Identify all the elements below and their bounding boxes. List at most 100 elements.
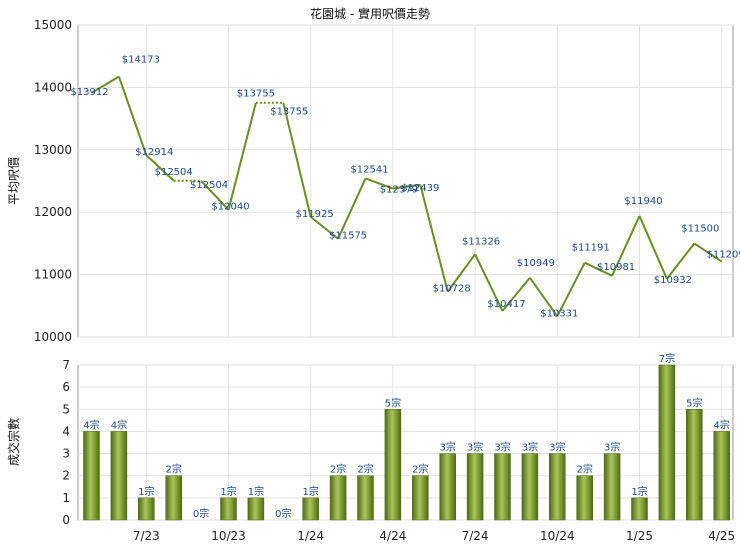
bar	[412, 475, 429, 521]
bar-y-ticks: 0 1 2 3 4 5 6 7	[62, 358, 70, 527]
x-tick-label: 1/24	[297, 529, 324, 543]
bar-y-tick-label: 7	[62, 358, 70, 372]
line-grid	[78, 24, 733, 338]
x-tick-label: 7/24	[462, 529, 489, 543]
bar-value-label: 2宗	[166, 463, 182, 476]
x-tick-label: 1/25	[626, 529, 653, 543]
price-value-labels: $13912 $14173 $12914 $12504 $12504 $12040 $137…	[70, 55, 740, 320]
bar-value-label: 5宗	[686, 396, 702, 409]
bar-value-label: 0宗	[275, 507, 291, 520]
line-y-tick-label: 13000	[34, 143, 72, 157]
line-segment	[474, 253, 504, 312]
bar-value-label: 0宗	[193, 507, 209, 520]
bar-value-label: 2宗	[330, 463, 346, 476]
bar	[83, 431, 100, 521]
line-segment	[446, 253, 476, 293]
price-value-label: $10949	[517, 258, 555, 269]
line-segment	[693, 242, 723, 263]
x-tick-label: 10/24	[540, 529, 575, 543]
price-value-label: $11191	[572, 243, 610, 254]
price-line-series	[90, 75, 723, 317]
line-y-tick-label: 14000	[34, 80, 72, 94]
price-value-label: $10417	[487, 299, 525, 310]
bar	[110, 431, 128, 521]
line-segment	[556, 262, 586, 317]
x-tick-label: 4/25	[708, 529, 735, 543]
bar	[439, 453, 456, 521]
price-value-label: $12541	[350, 164, 388, 175]
line-y-ticks: 10000 11000 12000 13000 14000 15000	[34, 18, 72, 344]
bar-value-label: 1宗	[303, 485, 319, 498]
line-y-tick-label: 12000	[34, 205, 72, 219]
bar-value-label: 5宗	[385, 396, 401, 409]
bar-value-label: 4宗	[111, 418, 127, 431]
price-value-label: $11500	[681, 223, 719, 234]
price-value-label: $13755	[270, 107, 308, 118]
price-value-label: $10331	[540, 308, 578, 319]
bar-value-label: 7宗	[659, 352, 675, 365]
bar	[302, 497, 319, 521]
bar	[466, 453, 484, 521]
price-value-label: $11940	[624, 196, 662, 207]
line-segment	[227, 102, 257, 210]
bar-value-label: 3宗	[467, 441, 483, 454]
bar-value-label: 1宗	[138, 485, 154, 498]
price-value-label: $10932	[654, 275, 692, 286]
line-segment	[337, 178, 367, 240]
line-segment	[392, 183, 421, 190]
bar	[494, 453, 511, 521]
bar	[138, 497, 155, 521]
price-value-label: $12379	[380, 185, 418, 196]
bar	[576, 475, 593, 521]
bar	[658, 364, 676, 521]
line-segment	[638, 215, 668, 280]
line-y-axis-label: 平均呎價	[7, 157, 21, 205]
bar-value-label: 2宗	[357, 463, 373, 476]
price-value-label: $10728	[433, 284, 471, 295]
line-segment	[90, 75, 120, 94]
x-tick-labels: 7/23 10/23 1/24 4/24 7/24 10/24 1/25 4/25	[133, 529, 735, 543]
bar	[686, 409, 703, 521]
bar-value-label: 1宗	[220, 485, 236, 498]
x-tick-label: 4/24	[379, 529, 406, 543]
x-tick-label: 7/23	[133, 529, 160, 543]
chart-title: 花園城 - 實用呎價走勢	[310, 6, 430, 21]
bar-y-tick-label: 6	[62, 380, 70, 394]
bar	[247, 497, 265, 521]
line-segment	[501, 277, 531, 312]
bar-value-label: 2宗	[412, 463, 428, 476]
bar	[713, 431, 730, 521]
bar-y-tick-label: 4	[62, 424, 70, 438]
line-segment	[310, 216, 339, 240]
line-segment	[145, 154, 175, 182]
line-y-tick-label: 10000	[34, 330, 72, 344]
price-value-label: $11209	[707, 250, 740, 261]
line-segment	[584, 261, 613, 277]
bar	[165, 475, 182, 521]
bar-y-tick-label: 2	[62, 469, 70, 483]
price-value-label: $12439	[401, 183, 439, 194]
bar	[329, 475, 347, 521]
bar-value-label: 4宗	[83, 418, 99, 431]
line-segment	[200, 180, 230, 211]
bar	[220, 497, 237, 521]
bar-y-tick-label: 3	[62, 447, 70, 461]
x-tick-label: 10/23	[211, 529, 246, 543]
price-value-label: $11925	[296, 209, 334, 220]
bar-value-label: 3宗	[604, 441, 620, 454]
bar-y-tick-label: 5	[62, 402, 70, 416]
price-value-label: $12040	[211, 202, 249, 213]
bar	[357, 475, 374, 521]
line-segment	[529, 277, 559, 317]
bar-y-tick-label: 0	[62, 513, 70, 527]
line-segment	[611, 215, 641, 277]
price-value-label: $14173	[122, 55, 160, 66]
line-segment	[117, 76, 148, 156]
price-value-label: $13755	[237, 89, 275, 100]
line-y-tick-label: 15000	[34, 18, 72, 32]
bar-y-tick-label: 1	[62, 491, 70, 505]
bar	[631, 497, 648, 521]
bar-series	[83, 364, 730, 521]
price-value-label: $12504	[155, 167, 193, 178]
